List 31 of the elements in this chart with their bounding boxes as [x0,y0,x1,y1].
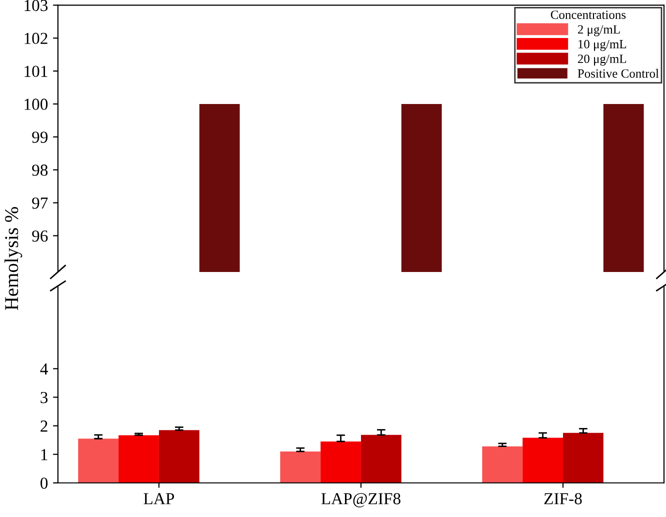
legend-title: Concentrations [550,10,626,19]
bar [78,438,119,483]
y-tick-label: 101 [24,66,48,77]
bar [280,451,321,483]
legend-label: 10 μg/mL [578,40,626,51]
legend-label: Positive Control [578,68,659,78]
x-tick-label: LAP [144,493,174,504]
x-tick-label: LAP@ZIF8 [321,493,400,508]
y-tick-label: 4 [40,364,48,374]
y-tick-label: 102 [24,32,48,44]
y-tick-label: 97 [32,198,48,209]
y-tick-label: 3 [40,392,48,404]
y-tick-label: 100 [24,98,48,110]
y-tick-label: 2 [40,420,48,432]
bar [562,432,604,483]
y-tick-label: 0 [40,478,48,489]
legend-label: 20 μg/mL [578,54,626,66]
y-tick-label: 96 [32,230,48,242]
bar [118,435,159,483]
bar [320,441,361,483]
legend-label: 2 μg/mL [578,25,620,36]
y-tick-label: 98 [32,164,48,176]
bar [522,438,563,483]
bar [482,446,523,483]
bar [360,434,402,483]
y-axis-title: Hemolysis % [4,207,22,310]
x-tick-label: ZIF-8 [544,493,582,504]
y-tick-label: 103 [24,0,48,12]
bar [158,430,200,483]
y-tick-label: 99 [32,132,48,143]
y-tick-label: 1 [41,449,48,460]
